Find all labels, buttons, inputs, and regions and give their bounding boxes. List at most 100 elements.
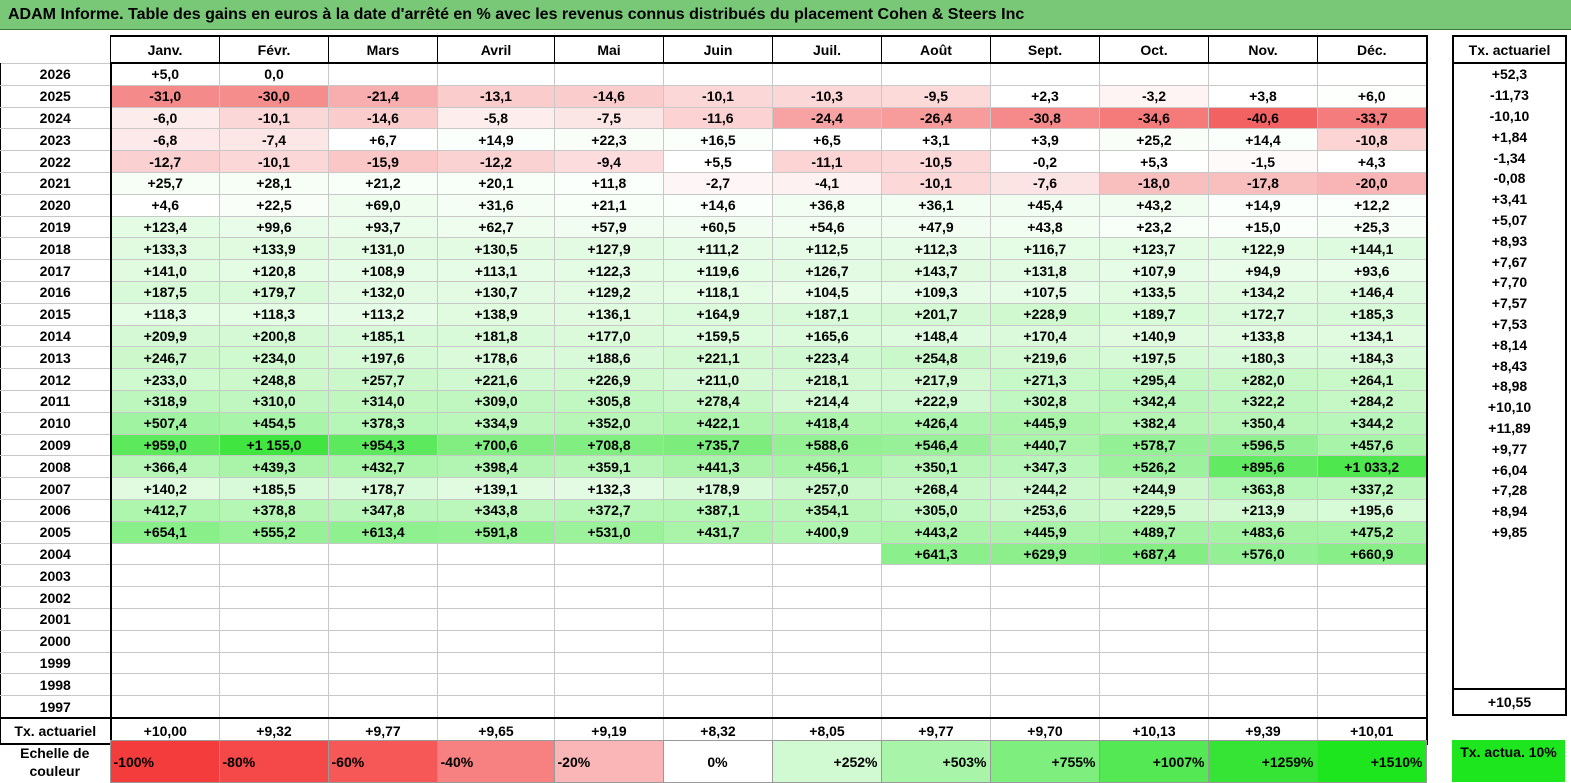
gain-cell	[110, 586, 220, 609]
gain-cell	[1099, 607, 1209, 631]
gain-cell: +228,9	[990, 302, 1100, 326]
gain-cell: -9,4	[554, 150, 664, 173]
gain-cell: +322,2	[1208, 389, 1318, 413]
gain-cell: +418,4	[772, 411, 882, 435]
gain-cell: +132,0	[328, 280, 438, 304]
gain-cell	[881, 564, 991, 588]
gain-cell: +354,1	[772, 498, 882, 522]
gain-cell	[990, 586, 1100, 609]
gain-cell: +109,3	[881, 280, 991, 304]
gain-cell	[110, 542, 220, 566]
gain-cell: +895,6	[1208, 455, 1318, 479]
gain-cell: -11,6	[663, 106, 773, 130]
gain-cell: +47,9	[881, 215, 991, 239]
gain-cell	[663, 695, 773, 719]
gain-cell: +200,8	[219, 324, 329, 348]
gain-cell	[554, 586, 664, 609]
gain-cell: +133,5	[1099, 280, 1209, 304]
gain-cell: +120,8	[219, 259, 329, 282]
year-label: 2023	[0, 128, 112, 152]
legend-swatch: -20%	[553, 740, 664, 783]
gain-cell: -11,1	[772, 150, 882, 173]
gain-cell	[772, 629, 882, 653]
gain-cell: +132,3	[554, 477, 664, 500]
gain-cell: -15,9	[328, 150, 438, 173]
gain-cell	[881, 651, 991, 675]
gain-cell: -9,5	[881, 84, 991, 108]
gain-cell: +445,9	[990, 520, 1100, 544]
gain-cell	[1099, 564, 1209, 588]
gain-cell: +126,7	[772, 259, 882, 282]
gain-cell: +143,7	[881, 259, 991, 282]
gain-cell: +118,3	[110, 302, 220, 326]
gain-cell	[328, 651, 438, 675]
table-row: 1998	[0, 673, 1428, 697]
gain-cell: +165,6	[772, 324, 882, 348]
rate-cell	[1452, 625, 1567, 647]
gain-cell: +268,4	[881, 477, 991, 500]
gain-cell: +131,0	[328, 237, 438, 261]
rate-column-header: Tx. actuariel	[1452, 35, 1567, 64]
gain-cell: +443,2	[881, 520, 991, 544]
gain-cell: +555,2	[219, 520, 329, 544]
month-header: Sept.	[990, 35, 1100, 64]
gain-cell: +140,9	[1099, 324, 1209, 348]
gain-cell	[437, 564, 555, 588]
gain-cell: +248,8	[219, 368, 329, 391]
rate-cell: +8,43	[1452, 355, 1567, 376]
gain-cell: +12,2	[1317, 193, 1428, 217]
gain-cell: +576,0	[1208, 542, 1318, 566]
gain-cell: +342,4	[1099, 389, 1209, 413]
gain-cell: +36,8	[772, 193, 882, 217]
gain-cell: -10,1	[663, 84, 773, 108]
gain-cell	[328, 564, 438, 588]
gain-cell: +257,0	[772, 477, 882, 500]
gain-cell	[663, 629, 773, 653]
gain-cell: +708,8	[554, 433, 664, 457]
gain-cell: +134,2	[1208, 280, 1318, 304]
year-label: 2019	[0, 215, 112, 239]
table-row: 2001	[0, 607, 1428, 631]
gain-cell: +735,7	[663, 433, 773, 457]
gain-cell: +197,5	[1099, 346, 1209, 370]
gain-cell: +431,7	[663, 520, 773, 544]
gain-cell: +337,2	[1317, 477, 1428, 500]
rate-summary-row: Tx. actuariel +10,00 +9,32 +9,77 +9,65 +9,19 +…	[0, 716, 1428, 745]
gain-cell: +344,2	[1317, 411, 1428, 435]
table-row: 2019 +123,4 +99,6 +93,7 +62,7 +57,9 +60,5 +54,6…	[0, 215, 1428, 239]
gain-cell	[1317, 564, 1428, 588]
gain-cell	[554, 564, 664, 588]
table-row: 2026 +5,0 0,0	[0, 62, 1428, 86]
gain-cell	[328, 62, 438, 86]
year-label: 2003	[0, 564, 112, 588]
gain-cell: -7,6	[990, 171, 1100, 195]
gain-cell: +5,3	[1099, 150, 1209, 173]
year-label: 2016	[0, 280, 112, 304]
gain-cell	[990, 673, 1100, 697]
gain-cell: -18,0	[1099, 171, 1209, 195]
year-label: 2025	[0, 84, 112, 108]
gain-cell: +378,3	[328, 411, 438, 435]
year-label: 2006	[0, 498, 112, 522]
gain-cell: +271,3	[990, 368, 1100, 391]
gain-cell: +23,2	[1099, 215, 1209, 239]
gain-cell: +25,2	[1099, 128, 1209, 152]
gain-cell: +382,4	[1099, 411, 1209, 435]
gain-cell: +363,8	[1208, 477, 1318, 500]
gain-cell: +257,7	[328, 368, 438, 391]
gain-cell: +107,5	[990, 280, 1100, 304]
gain-cell: +398,4	[437, 455, 555, 479]
gain-cell	[772, 564, 882, 588]
gain-cell: +111,2	[663, 237, 773, 261]
gain-cell: +113,1	[437, 259, 555, 282]
gain-cell	[219, 607, 329, 631]
gain-cell: +178,6	[437, 346, 555, 370]
gain-cell: +244,9	[1099, 477, 1209, 500]
table-row: 2010 +507,4 +454,5 +378,3 +334,9 +352,0 +422,1…	[0, 411, 1428, 435]
gain-cell: +179,7	[219, 280, 329, 304]
gain-cell: +440,7	[990, 433, 1100, 457]
gain-cell	[554, 62, 664, 86]
gain-cell: -5,8	[437, 106, 555, 130]
rate-cell: +6,04	[1452, 459, 1567, 480]
gain-cell: -24,4	[772, 106, 882, 130]
